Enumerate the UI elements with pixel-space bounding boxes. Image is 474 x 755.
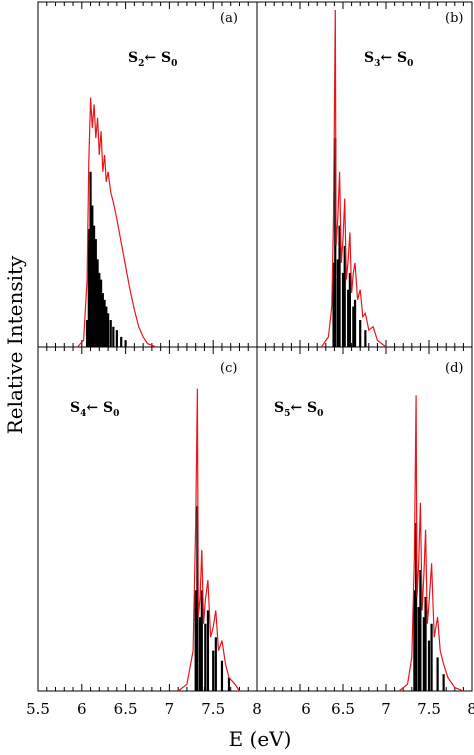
transition-label: S5← S0 [274, 400, 323, 419]
envelope-line [321, 9, 387, 348]
x-tick-label: 8 [467, 700, 474, 718]
x-tick-label: 6.5 [114, 700, 138, 718]
plot-area: 5.5 6 6.5 7 7.5 8 6 6.5 7 7.5 8 (a) S2← S0 (b) S3← S0 (… [26, 1, 474, 718]
y-axis-title: Relative Intensity [3, 255, 27, 434]
x-tick-label: 7.5 [417, 700, 441, 718]
x-tick-label: 6 [301, 700, 311, 718]
x-tick-label: 7 [165, 700, 175, 718]
x-tick-label: 7.5 [201, 700, 225, 718]
x-tick-label: 6.5 [331, 700, 355, 718]
panel-label: (a) [220, 11, 238, 26]
transition-label: S2← S0 [128, 50, 177, 69]
x-tick-label: 5.5 [26, 700, 50, 718]
envelope-line [76, 97, 157, 348]
x-tick-label: 6 [77, 700, 87, 718]
x-axis-title: E (eV) [229, 727, 292, 751]
envelope-line [177, 388, 241, 692]
transition-label: S3← S0 [364, 50, 413, 69]
x-tick-label: 7 [381, 700, 391, 718]
envelope-line [398, 395, 464, 692]
panel-label: (c) [220, 361, 237, 376]
transition-label: S4← S0 [70, 400, 119, 419]
panel-label: (d) [445, 361, 463, 376]
x-tick-label: 8 [252, 700, 262, 718]
panel-label: (b) [445, 11, 463, 26]
